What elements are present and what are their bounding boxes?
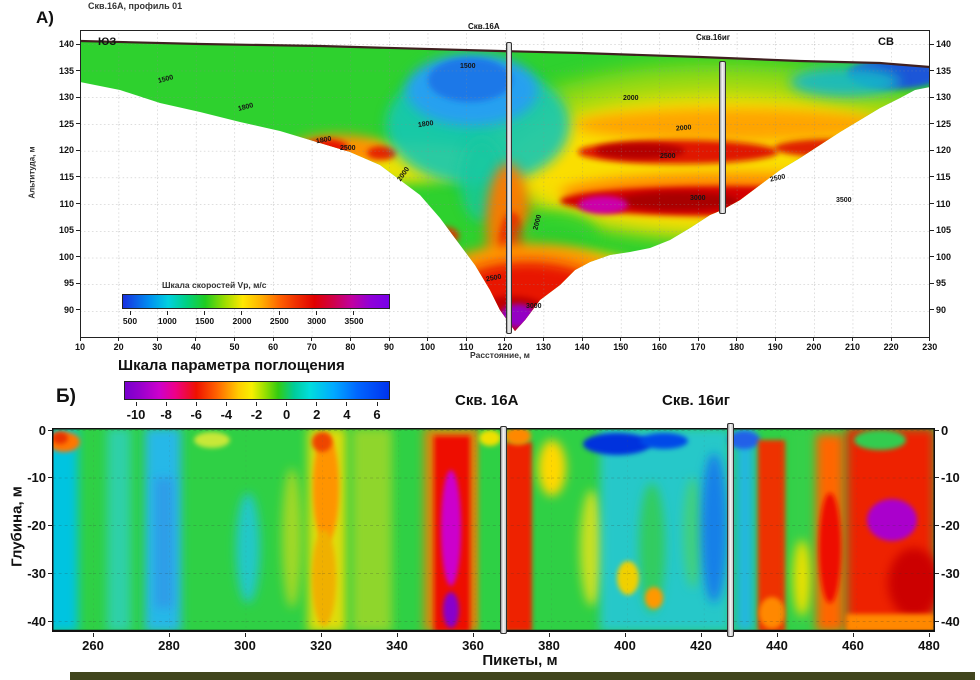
altitude-axis-left: 140 135 130 125 120 115 110 105 100 95 90 <box>58 39 74 315</box>
borehole-16a-bar-absorption <box>500 426 507 634</box>
contour-label: 3000 <box>526 303 542 310</box>
absorption-colorbar-ticks: -10 -8 -6 -4 -2 0 2 4 6 <box>126 407 381 422</box>
absorption-heatmap <box>52 428 935 632</box>
velocity-section-plot: 1500 1800 1800 1500 2000 2000 2500 2500 3000 3500… <box>80 30 930 338</box>
altitude-axis-title: Альтитуда, м <box>27 146 37 199</box>
contour-label: 1800 <box>315 135 333 146</box>
depth-axis-left: 0 -10 -20 -30 -40 <box>27 422 46 629</box>
contour-label: 2000 <box>396 166 412 183</box>
borehole-16ig-label-section: Скв.16иг <box>696 33 731 42</box>
velocity-colorbar <box>122 294 390 309</box>
borehole-16ig-label-absorption: Скв. 16иг <box>662 392 731 409</box>
bottom-crop-strip <box>70 672 975 680</box>
contour-labels-layer: 1500 1800 1800 1500 2000 2000 2500 2500 3000 3500… <box>80 30 930 338</box>
contour-label: 2500 <box>485 273 503 284</box>
contour-label: 1500 <box>157 74 175 85</box>
contour-label: 2000 <box>623 95 639 102</box>
contour-label: 2500 <box>769 173 787 184</box>
contour-label: 1800 <box>417 119 434 130</box>
velocity-heatmap <box>80 30 930 338</box>
contour-label: 3000 <box>690 195 706 202</box>
panel-a-label: А) <box>36 8 54 27</box>
absorption-legend-title: Шкала параметра поглощения <box>118 357 345 374</box>
contour-label: 1800 <box>237 102 255 113</box>
contour-label: 2500 <box>340 145 356 152</box>
depth-axis-right: 0 -10 -20 -30 -40 <box>941 422 960 629</box>
depth-axis-title: Глубина, м <box>8 486 26 567</box>
compass-ne-label: СВ <box>878 36 894 48</box>
panel-b-label: Б) <box>56 386 76 407</box>
altitude-axis-right: 140 135 130 125 120 115 110 105 100 95 90 <box>936 39 952 315</box>
picket-axis-title: Пикеты, м <box>482 652 558 669</box>
contour-label: 2000 <box>675 124 692 133</box>
panel-a-title: Скв.16А, профиль 01 <box>88 1 183 11</box>
velocity-colorbar-ticks: 500 1000 1500 2000 2500 3000 3500 <box>122 316 364 326</box>
borehole-16a-bar-section <box>506 42 512 334</box>
compass-sw-label: ЮЗ <box>98 36 117 48</box>
contour-label: 3500 <box>836 197 852 204</box>
borehole-16ig-bar-section <box>719 61 726 214</box>
contour-label: 2500 <box>660 153 676 160</box>
borehole-16a-label-absorption: Скв. 16А <box>455 392 519 409</box>
picket-axis: 260 280 300 320 340 360 380 400 420 440 460 480 <box>82 638 940 653</box>
contour-label: 1500 <box>460 63 476 70</box>
borehole-16a-label-section: Скв.16А <box>468 22 500 31</box>
distance-axis: 10 20 30 40 50 60 70 80 90 100 110 120 130 140 150 160 1… <box>75 342 938 352</box>
velocity-legend-title: Шкала скоростей Vp, м/с <box>162 280 267 290</box>
borehole-16ig-bar-absorption <box>727 423 734 637</box>
absorption-colorbar <box>124 381 390 400</box>
absorption-section-plot <box>52 423 935 637</box>
distance-axis-title: Расстояние, м <box>470 350 530 360</box>
contour-label: 2000 <box>532 214 544 231</box>
